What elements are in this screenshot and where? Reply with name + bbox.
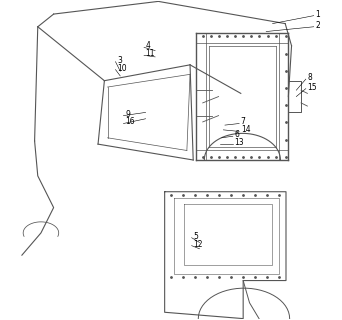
Text: 14: 14 xyxy=(241,125,250,134)
Text: 16: 16 xyxy=(125,117,135,126)
Text: 15: 15 xyxy=(307,83,317,92)
Text: 2: 2 xyxy=(315,21,320,30)
Text: 10: 10 xyxy=(117,63,127,73)
Text: 4: 4 xyxy=(146,41,150,50)
Text: 3: 3 xyxy=(117,56,122,65)
Text: 13: 13 xyxy=(235,138,244,147)
Text: 12: 12 xyxy=(193,240,203,249)
Text: 1: 1 xyxy=(315,10,320,19)
Text: 6: 6 xyxy=(235,130,239,139)
Text: 9: 9 xyxy=(125,109,130,118)
Text: 11: 11 xyxy=(146,49,155,58)
Text: 5: 5 xyxy=(193,232,198,241)
Text: 7: 7 xyxy=(241,117,246,126)
Text: 8: 8 xyxy=(307,73,312,82)
